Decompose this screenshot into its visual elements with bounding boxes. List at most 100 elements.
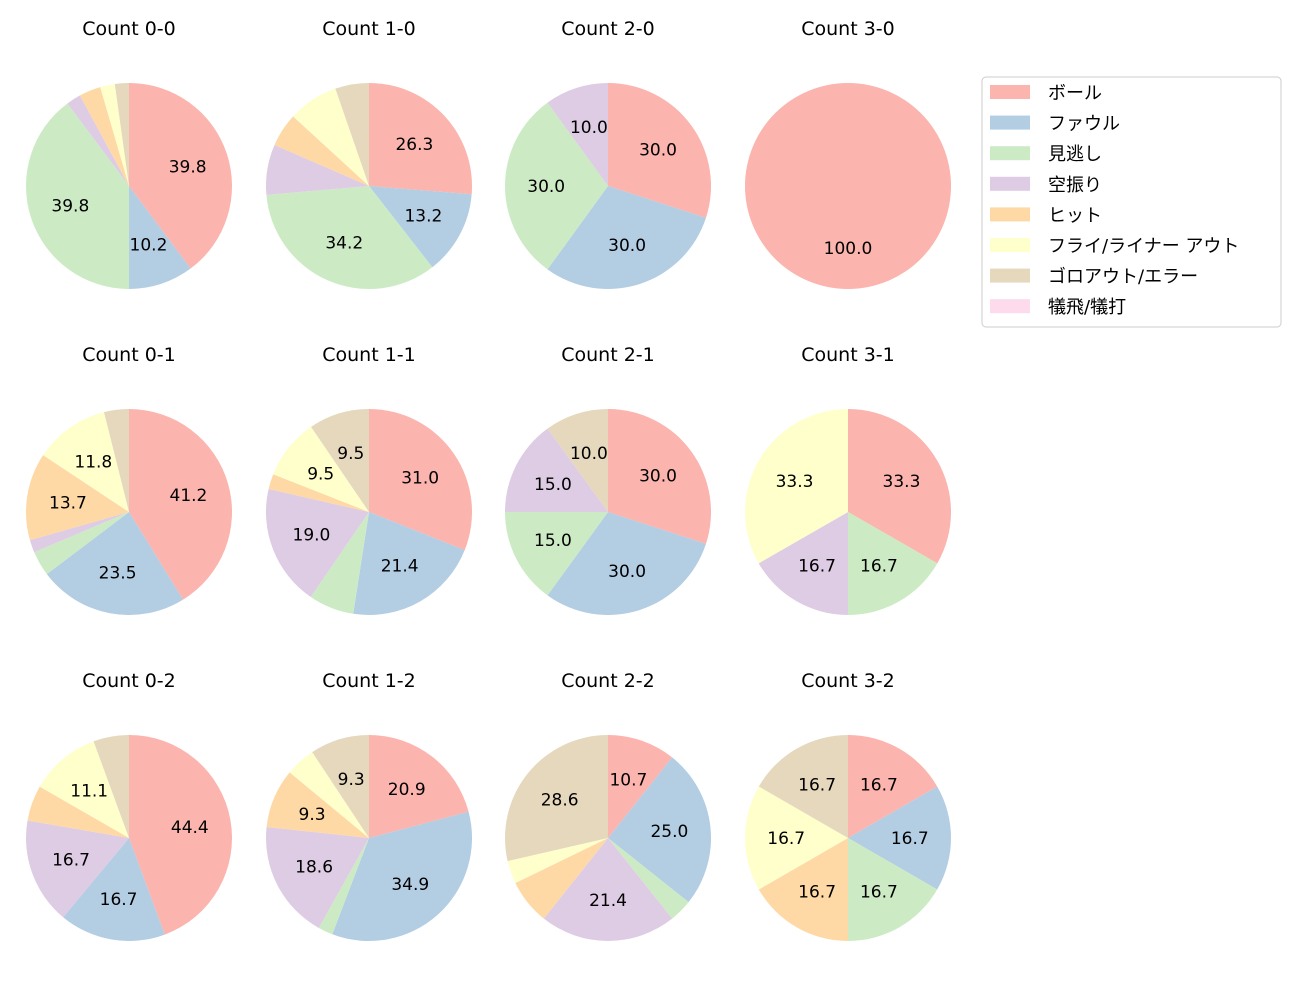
slice-label: 16.7 <box>860 556 898 576</box>
slice-1 <box>353 512 465 615</box>
slice-2 <box>608 838 689 919</box>
slice-0 <box>608 83 711 218</box>
slice-5 <box>100 83 129 186</box>
slice-3 <box>29 512 130 553</box>
slice-label: 39.8 <box>169 158 207 178</box>
slice-1 <box>547 186 706 289</box>
slice-4 <box>758 838 848 941</box>
slice-3 <box>266 827 369 928</box>
slice-3 <box>266 489 369 597</box>
slice-label: 16.7 <box>767 829 805 849</box>
slice-2 <box>34 512 129 575</box>
legend-swatch <box>990 85 1030 99</box>
slice-1 <box>369 186 472 268</box>
slice-5 <box>43 412 129 512</box>
slice-5 <box>744 409 848 564</box>
slice-label: 9.3 <box>338 770 365 790</box>
slice-4 <box>274 116 369 186</box>
slice-3 <box>543 838 673 941</box>
slice-3 <box>547 83 608 186</box>
slice-label: 15.0 <box>534 475 572 495</box>
legend-label: ボール <box>1048 83 1102 104</box>
pie-title: Count 1-2 <box>322 670 416 692</box>
pie-count-0-2: Count 0-2 44.4 16.7 16.7 11.1 <box>26 670 233 941</box>
slice-1 <box>332 811 472 942</box>
slice-2 <box>318 838 369 935</box>
slice-label: 20.9 <box>388 780 426 800</box>
slice-1 <box>848 786 951 890</box>
slice-label: 28.6 <box>541 791 579 811</box>
slice-label: 10.7 <box>609 771 647 791</box>
legend-swatch <box>990 299 1030 314</box>
slice-6 <box>312 735 369 838</box>
pie-title: Count 1-0 <box>322 18 416 40</box>
slice-label: 30.0 <box>608 562 646 582</box>
pie-title: Count 1-1 <box>322 344 416 366</box>
slice-label: 16.7 <box>100 890 138 910</box>
legend-swatch <box>990 207 1030 222</box>
legend-label: フライ/ライナー アウト <box>1048 236 1239 257</box>
slice-label: 23.5 <box>99 564 137 584</box>
pie-title: Count 3-1 <box>801 344 895 366</box>
slice-label: 16.7 <box>52 850 90 870</box>
slice-label: 16.7 <box>860 883 898 903</box>
pie-count-3-0: Count 3-0 100.0 <box>745 18 951 289</box>
legend-label: ファウル <box>1048 114 1120 135</box>
slice-1 <box>547 512 706 615</box>
slice-label: 33.3 <box>883 472 921 492</box>
slice-label: 10.2 <box>130 236 168 256</box>
slice-3 <box>266 144 369 195</box>
legend-swatch <box>990 268 1030 283</box>
slice-6 <box>505 735 608 862</box>
pie-title: Count 3-0 <box>801 18 895 40</box>
slice-label: 16.7 <box>891 829 929 849</box>
slice-label: 34.9 <box>391 875 429 895</box>
slice-label: 30.0 <box>608 236 646 256</box>
slice-0 <box>129 409 232 600</box>
slice-6 <box>335 83 369 186</box>
slice-label: 9.5 <box>337 444 364 464</box>
pie-count-1-0: Count 1-0 26.3 13.2 34.2 <box>266 18 472 289</box>
slice-4 <box>268 474 369 512</box>
legend-label: 空振り <box>1048 175 1102 196</box>
slice-3 <box>505 428 608 512</box>
slice-2 <box>505 512 608 596</box>
slice-label: 21.4 <box>381 557 419 577</box>
slice-2 <box>266 186 433 289</box>
slice-label: 11.8 <box>74 453 112 473</box>
legend-swatch <box>990 238 1030 252</box>
slice-label: 9.5 <box>307 464 334 484</box>
slice-5 <box>507 838 608 884</box>
slice-label: 25.0 <box>650 822 688 842</box>
pie-title: Count 0-1 <box>82 344 176 366</box>
slice-4 <box>79 87 129 186</box>
slice-label: 13.2 <box>404 206 442 226</box>
pie-title: Count 2-0 <box>561 18 655 40</box>
slice-label: 16.7 <box>798 775 836 795</box>
slice-label: 10.0 <box>570 444 608 464</box>
slice-5 <box>39 741 129 838</box>
slice-label: 13.7 <box>49 494 87 514</box>
slice-label: 100.0 <box>824 239 873 259</box>
slice-label: 41.2 <box>170 486 208 506</box>
slice-label: 26.3 <box>395 135 433 155</box>
pie-count-3-1: Count 3-1 33.3 16.7 16.7 33.3 <box>744 344 951 615</box>
slice-1 <box>63 838 165 941</box>
pie-count-0-0: Count 0-0 39.8 10.2 39.8 <box>25 18 232 289</box>
legend-label: ヒット <box>1048 205 1102 226</box>
slice-2 <box>848 512 938 615</box>
slice-3 <box>67 95 129 186</box>
pie-count-0-1: Count 0-1 41.2 23.5 13.7 11.8 <box>26 344 232 615</box>
slice-2 <box>505 102 608 270</box>
slice-label: 16.7 <box>798 556 836 576</box>
slice-5 <box>293 88 369 186</box>
slice-0 <box>848 408 951 564</box>
pie-title: Count 3-2 <box>801 670 895 692</box>
pie-count-1-2: Count 1-2 20.9 34.9 18.6 9.3 9.3 <box>266 670 472 942</box>
pie-count-2-2: Count 2-2 10.7 25.0 21.4 28.6 <box>505 670 711 941</box>
slice-5 <box>273 426 369 512</box>
slice-4 <box>27 786 129 838</box>
slice-0 <box>745 83 951 289</box>
slice-0 <box>369 409 472 551</box>
